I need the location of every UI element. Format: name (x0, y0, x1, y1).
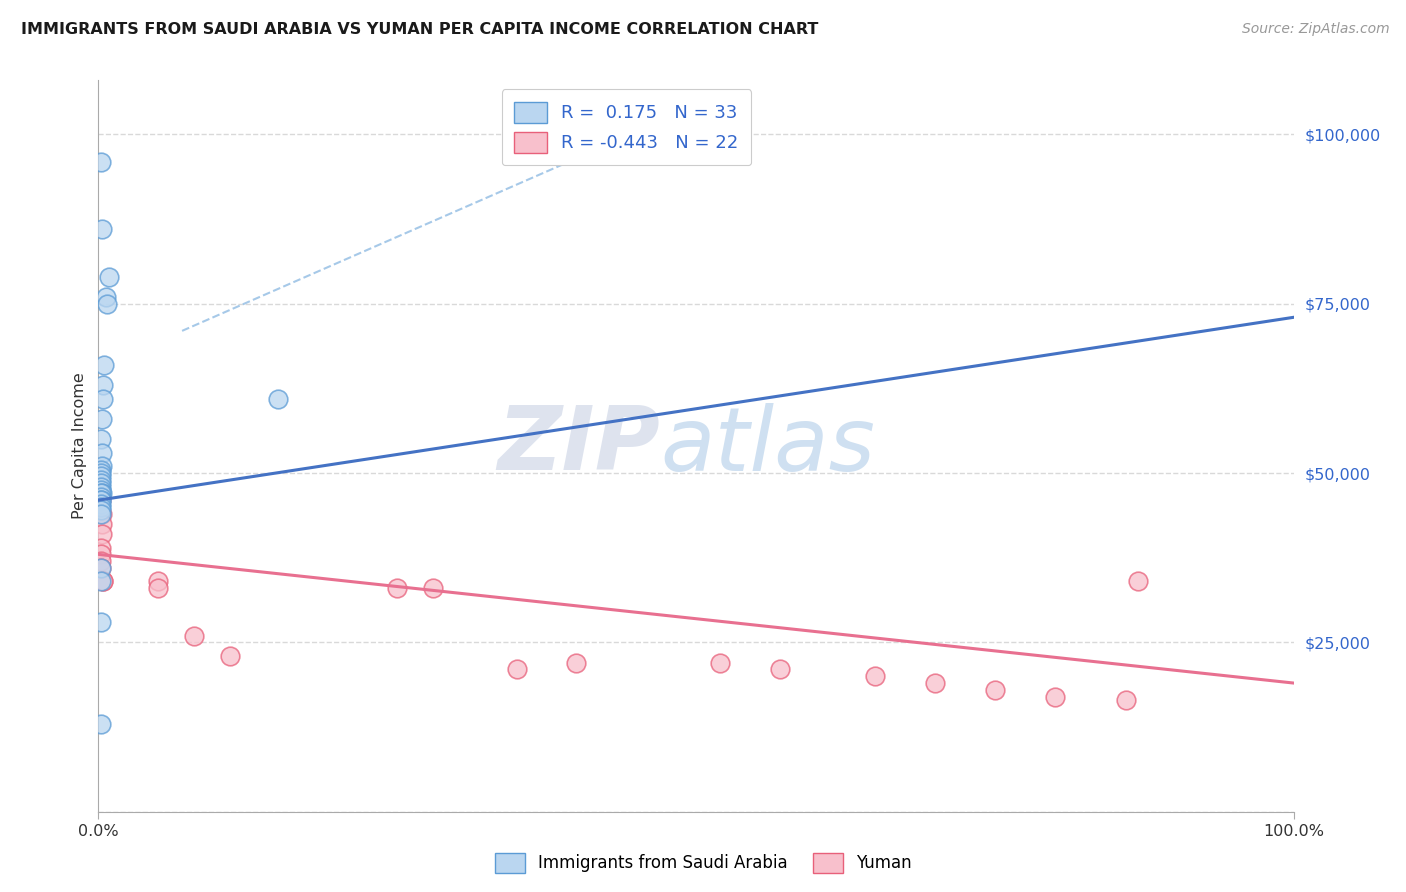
Point (90, 561, 112, 575)
Point (91, 574, 114, 589)
Y-axis label: Per Capita Income: Per Capita Income (72, 373, 87, 519)
Text: ZIP: ZIP (498, 402, 661, 490)
Point (91, 378, 114, 392)
Point (267, 392, 290, 406)
Point (90, 154, 112, 169)
Point (90, 574, 112, 589)
Point (90, 716, 112, 731)
Text: atlas: atlas (661, 403, 875, 489)
Point (90, 541, 112, 555)
Point (90, 473, 112, 487)
Point (90, 483, 112, 497)
Point (148, 581, 170, 595)
Point (91, 392, 114, 406)
Point (90, 486, 112, 500)
Point (1043, 690, 1066, 704)
Point (90, 503, 112, 517)
Point (90, 469, 112, 483)
Point (1128, 574, 1150, 589)
Point (219, 648, 242, 663)
Point (91, 527, 114, 541)
Legend: Immigrants from Saudi Arabia, Yuman: Immigrants from Saudi Arabia, Yuman (488, 847, 918, 880)
Point (984, 682, 1007, 697)
Point (90, 497, 112, 511)
Point (863, 669, 887, 683)
Point (90, 476, 112, 491)
Point (91, 446, 114, 460)
Point (90, 507, 112, 521)
Point (90, 500, 112, 514)
Point (1115, 693, 1137, 707)
Point (90, 615, 112, 629)
Point (91, 574, 114, 589)
Point (924, 676, 946, 690)
Point (90, 493, 112, 508)
Point (90, 432, 112, 446)
Point (90, 493, 112, 508)
Point (91, 486, 114, 500)
Point (90, 466, 112, 480)
Point (90, 493, 112, 508)
Point (90, 554, 112, 568)
Point (91, 459, 114, 474)
Point (148, 574, 170, 589)
Point (90, 561, 112, 575)
Point (96, 297, 118, 311)
Point (90, 463, 112, 477)
Legend: R =  0.175   N = 33, R = -0.443   N = 22: R = 0.175 N = 33, R = -0.443 N = 22 (502, 89, 751, 165)
Point (90, 480, 112, 494)
Point (98, 269, 121, 284)
Point (91, 516, 114, 531)
Point (93, 358, 115, 372)
Point (422, 581, 444, 595)
Text: Source: ZipAtlas.com: Source: ZipAtlas.com (1241, 22, 1389, 37)
Point (90, 547, 112, 561)
Point (565, 656, 588, 670)
Point (385, 581, 409, 595)
Point (91, 412, 114, 426)
Point (768, 663, 790, 677)
Text: IMMIGRANTS FROM SAUDI ARABIA VS YUMAN PER CAPITA INCOME CORRELATION CHART: IMMIGRANTS FROM SAUDI ARABIA VS YUMAN PE… (21, 22, 818, 37)
Point (90, 490, 112, 504)
Point (91, 507, 114, 521)
Point (709, 656, 731, 670)
Point (183, 629, 205, 643)
Point (506, 663, 529, 677)
Point (94, 290, 117, 304)
Point (91, 222, 114, 236)
